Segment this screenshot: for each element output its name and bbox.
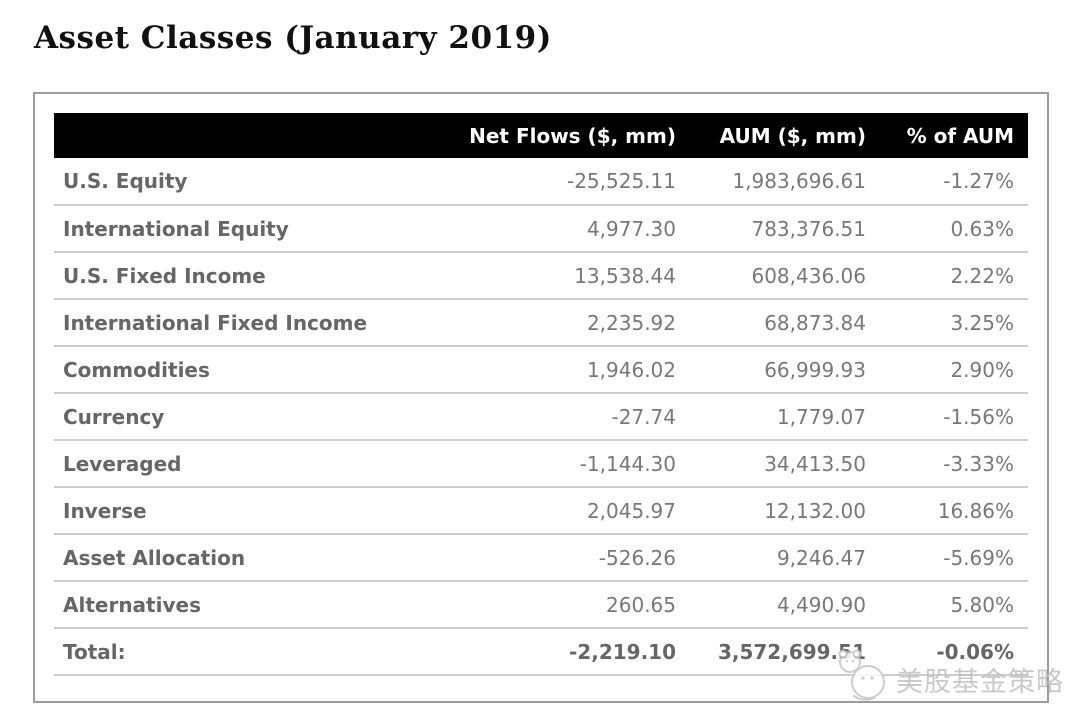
cell-aum: 66,999.93 bbox=[676, 346, 866, 394]
cell-net-flows: 13,538.44 bbox=[399, 252, 676, 300]
table-row: Asset Allocation -526.26 9,246.47 -5.69% bbox=[54, 534, 1028, 582]
cell-aum: 9,246.47 bbox=[676, 534, 866, 582]
cell-net-flows: -1,144.30 bbox=[399, 440, 676, 488]
cell-pct-of-aum: 2.90% bbox=[866, 346, 1028, 394]
watermark-text: 美股基金策略 bbox=[896, 666, 1064, 698]
table-row: U.S. Equity -25,525.11 1,983,696.61 -1.2… bbox=[54, 158, 1028, 206]
header-row: Net Flows ($, mm) AUM ($, mm) % of AUM bbox=[54, 113, 1028, 158]
cell-pct-of-aum: 5.80% bbox=[866, 581, 1028, 629]
table-row: Commodities 1,946.02 66,999.93 2.90% bbox=[54, 346, 1028, 394]
table-footer: Total: -2,219.10 3,572,699.51 -0.06% bbox=[54, 628, 1028, 676]
table-row: International Equity 4,977.30 783,376.51… bbox=[54, 205, 1028, 253]
cell-net-flows: 4,977.30 bbox=[399, 205, 676, 253]
cell-aum: 1,779.07 bbox=[676, 393, 866, 441]
cell-pct-of-aum: 2.22% bbox=[866, 252, 1028, 300]
cell-pct-of-aum: 16.86% bbox=[866, 487, 1028, 535]
table-card: Net Flows ($, mm) AUM ($, mm) % of AUM U… bbox=[33, 92, 1049, 703]
table-row: Alternatives 260.65 4,490.90 5.80% bbox=[54, 581, 1028, 629]
total-row: Total: -2,219.10 3,572,699.51 -0.06% bbox=[54, 628, 1028, 676]
cell-asset-class: U.S. Fixed Income bbox=[54, 252, 399, 300]
cell-pct-of-aum: -5.69% bbox=[866, 534, 1028, 582]
cell-pct-of-aum: -1.56% bbox=[866, 393, 1028, 441]
table-header: Net Flows ($, mm) AUM ($, mm) % of AUM bbox=[54, 113, 1028, 158]
col-header-asset-class bbox=[54, 113, 399, 158]
cell-asset-class: Inverse bbox=[54, 487, 399, 535]
cell-aum: 1,983,696.61 bbox=[676, 158, 866, 206]
cell-pct-of-aum: -3.33% bbox=[866, 440, 1028, 488]
cell-asset-class: U.S. Equity bbox=[54, 158, 399, 206]
cell-net-flows: -25,525.11 bbox=[399, 158, 676, 206]
cell-asset-class: International Fixed Income bbox=[54, 299, 399, 347]
cell-aum: 4,490.90 bbox=[676, 581, 866, 629]
cell-net-flows: 1,946.02 bbox=[399, 346, 676, 394]
total-label: Total: bbox=[54, 628, 399, 676]
table-row: Inverse 2,045.97 12,132.00 16.86% bbox=[54, 487, 1028, 535]
cell-aum: 68,873.84 bbox=[676, 299, 866, 347]
table-row: Currency -27.74 1,779.07 -1.56% bbox=[54, 393, 1028, 441]
cell-net-flows: 2,235.92 bbox=[399, 299, 676, 347]
watermark: 美股基金策略 bbox=[834, 648, 1064, 710]
cell-pct-of-aum: -1.27% bbox=[866, 158, 1028, 206]
cell-net-flows: -27.74 bbox=[399, 393, 676, 441]
cell-asset-class: Leveraged bbox=[54, 440, 399, 488]
total-pct-of-aum: -0.06% bbox=[866, 628, 1028, 676]
cell-net-flows: 260.65 bbox=[399, 581, 676, 629]
cell-aum: 783,376.51 bbox=[676, 205, 866, 253]
table-row: International Fixed Income 2,235.92 68,8… bbox=[54, 299, 1028, 347]
table-row: Leveraged -1,144.30 34,413.50 -3.33% bbox=[54, 440, 1028, 488]
col-header-aum: AUM ($, mm) bbox=[676, 113, 866, 158]
table-body: U.S. Equity -25,525.11 1,983,696.61 -1.2… bbox=[54, 158, 1028, 629]
cell-pct-of-aum: 0.63% bbox=[866, 205, 1028, 253]
cell-aum: 12,132.00 bbox=[676, 487, 866, 535]
cell-pct-of-aum: 3.25% bbox=[866, 299, 1028, 347]
cell-asset-class: Asset Allocation bbox=[54, 534, 399, 582]
cell-net-flows: 2,045.97 bbox=[399, 487, 676, 535]
panda-mascot-icon bbox=[834, 648, 896, 710]
cell-net-flows: -526.26 bbox=[399, 534, 676, 582]
cell-asset-class: International Equity bbox=[54, 205, 399, 253]
page-title: Asset Classes (January 2019) bbox=[34, 20, 552, 56]
cell-aum: 34,413.50 bbox=[676, 440, 866, 488]
cell-asset-class: Alternatives bbox=[54, 581, 399, 629]
table-row: U.S. Fixed Income 13,538.44 608,436.06 2… bbox=[54, 252, 1028, 300]
cell-asset-class: Commodities bbox=[54, 346, 399, 394]
col-header-pct-of-aum: % of AUM bbox=[866, 113, 1028, 158]
total-aum: 3,572,699.51 bbox=[676, 628, 866, 676]
cell-asset-class: Currency bbox=[54, 393, 399, 441]
col-header-net-flows: Net Flows ($, mm) bbox=[399, 113, 676, 158]
asset-classes-table: Net Flows ($, mm) AUM ($, mm) % of AUM U… bbox=[54, 113, 1028, 676]
total-net-flows: -2,219.10 bbox=[399, 628, 676, 676]
cell-aum: 608,436.06 bbox=[676, 252, 866, 300]
